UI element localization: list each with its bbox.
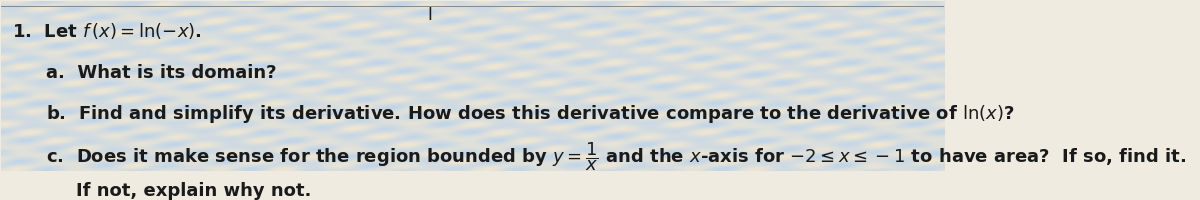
Text: b.  Find and simplify its derivative. How does this derivative compare to the de: b. Find and simplify its derivative. How… [46, 103, 1014, 125]
Text: If not, explain why not.: If not, explain why not. [76, 182, 312, 200]
Text: a.  What is its domain?: a. What is its domain? [46, 64, 276, 82]
Text: I: I [427, 6, 432, 24]
Text: c.  Does it make sense for the region bounded by $y = \dfrac{1}{x}$ and the $x$-: c. Does it make sense for the region bou… [46, 140, 1187, 173]
Text: 1.  Let $f\,(x) = \ln(-x)$.: 1. Let $f\,(x) = \ln(-x)$. [12, 21, 202, 41]
